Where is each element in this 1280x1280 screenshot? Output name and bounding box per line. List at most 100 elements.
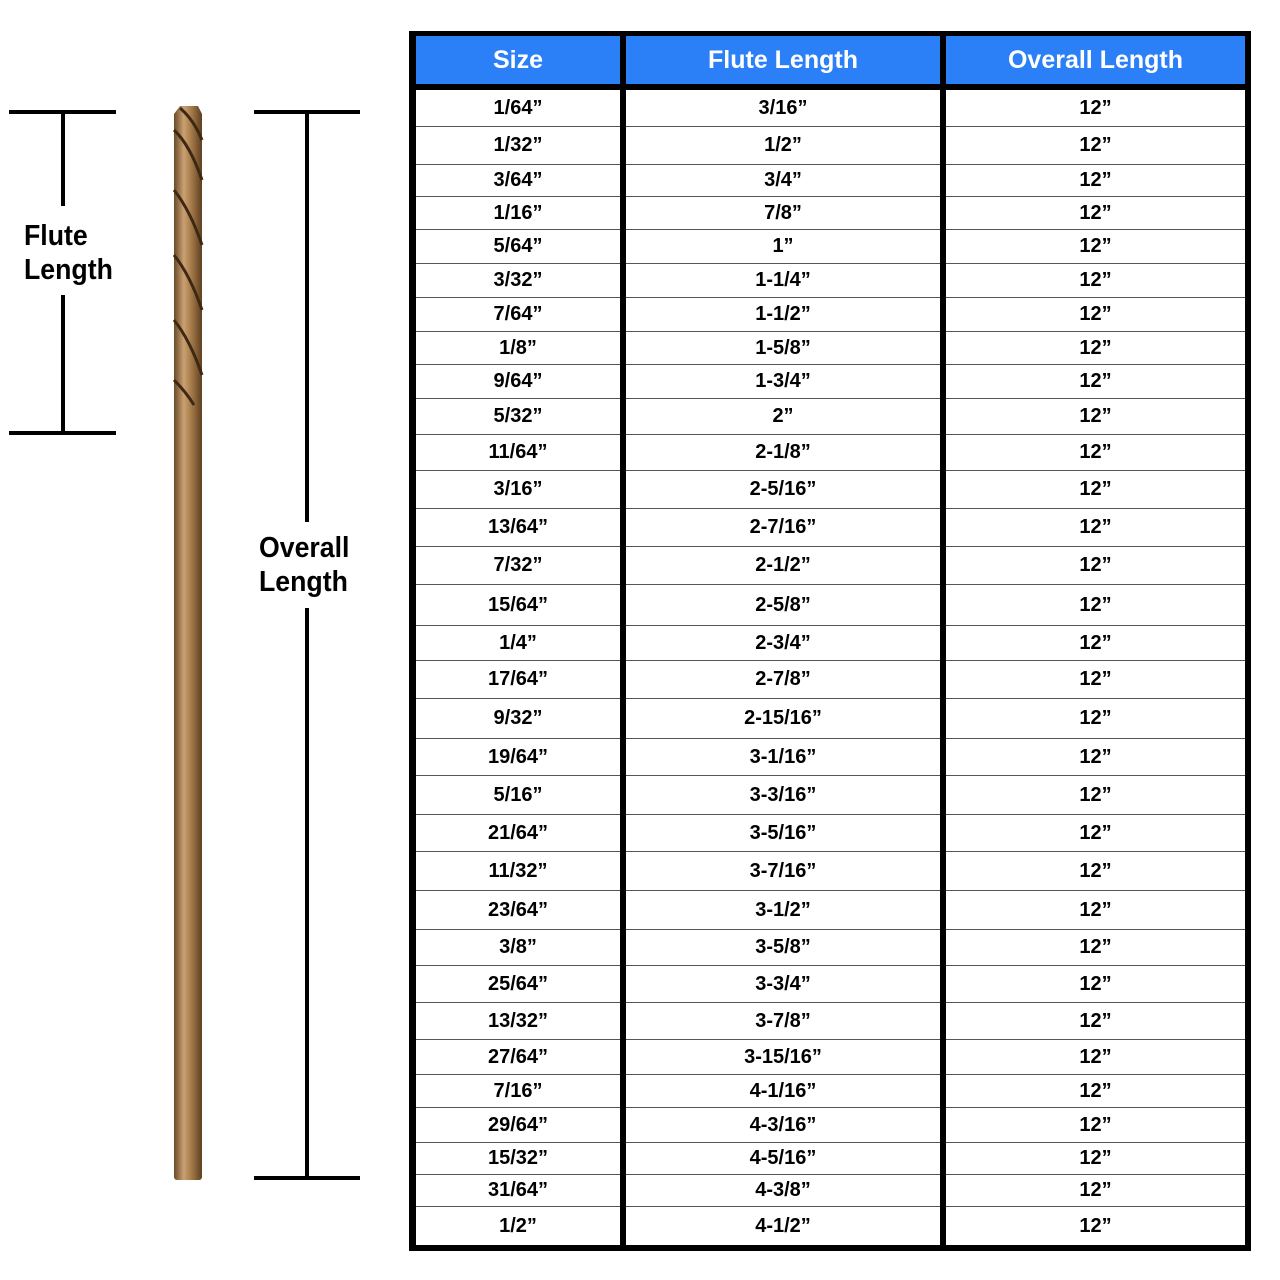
cell-size: 25/64”	[416, 966, 620, 1003]
cell-flute-length: 1-1/4”	[626, 264, 940, 298]
flute-label-line1: Flute	[24, 220, 88, 252]
cell-flute-length: 2-7/8”	[626, 661, 940, 699]
cell-size: 5/64”	[416, 230, 620, 264]
cell-overall-length: 12”	[1079, 1214, 1112, 1237]
cell-overall-length: 12”	[946, 891, 1245, 930]
cell-size: 1/64”	[416, 90, 620, 127]
cell-flute-length: 3/4”	[626, 165, 940, 197]
cell-flute-length: 3-7/8”	[626, 1003, 940, 1040]
cell-size: 1/32”	[416, 127, 620, 165]
cell-flute-length: 3/16”	[626, 90, 940, 127]
cell-overall-length: 12”	[946, 930, 1245, 966]
cell-flute-length: 3-7/16”	[626, 852, 940, 891]
cell-overall-length: 12”	[946, 197, 1245, 230]
cell-flute-length: 4-1/2”	[755, 1214, 811, 1237]
drill-shank	[174, 400, 202, 1180]
overall-dimension-lower-line	[305, 608, 309, 1178]
cell-size: 11/64”	[416, 435, 620, 471]
cell-size: 5/16”	[416, 776, 620, 815]
cell-flute-length: 4-1/16”	[626, 1075, 940, 1108]
cell-overall-length: 12”	[946, 1143, 1245, 1175]
flute-length-label: Flute Length	[24, 219, 113, 287]
cell-overall-length: 12”	[946, 1003, 1245, 1040]
cell-overall-length: 12”	[946, 1175, 1245, 1207]
cell-overall-length: 12”	[946, 264, 1245, 298]
cell-size: 1/8”	[416, 332, 620, 365]
cell-overall-length: 12”	[946, 1075, 1245, 1108]
cell-size: 1/4”	[416, 626, 620, 661]
cell-flute-length: 2-1/8”	[626, 435, 940, 471]
cell-size: 9/64”	[416, 365, 620, 399]
cell-flute-length: 2”	[626, 399, 940, 435]
cell-flute-length: 4-3/16”	[626, 1108, 940, 1143]
cell-size: 17/64”	[416, 661, 620, 699]
cell-flute-length: 2-3/4”	[626, 626, 940, 661]
cell-size: 13/32”	[416, 1003, 620, 1040]
cell-overall-length: 12”	[946, 471, 1245, 509]
cell-flute-length: 1-3/4”	[626, 365, 940, 399]
cell-flute-length: 3-1/16”	[626, 739, 940, 776]
cell-size: 1/16”	[416, 197, 620, 230]
cell-size: 7/32”	[416, 547, 620, 585]
flute-dimension-bottom-line	[9, 431, 116, 435]
cell-size: 7/64”	[416, 298, 620, 332]
overall-dimension-upper-line	[305, 112, 309, 522]
cell-flute-length: 1/2”	[626, 127, 940, 165]
cell-size: 3/8”	[416, 930, 620, 966]
cell-flute-length: 2-7/16”	[626, 509, 940, 547]
cell-overall-length: 12”	[946, 230, 1245, 264]
cell-overall-length: 12”	[946, 298, 1245, 332]
cell-overall-length: 12”	[946, 776, 1245, 815]
overall-dimension-bottom-line	[254, 1176, 360, 1180]
cell-size: 15/64”	[416, 585, 620, 626]
drill-bit-image	[172, 106, 204, 1180]
cell-size: 3/32”	[416, 264, 620, 298]
cell-overall-length: 12”	[946, 547, 1245, 585]
cell-overall-length: 12”	[946, 165, 1245, 197]
cell-flute-length: 2-5/8”	[626, 585, 940, 626]
cell-flute-length: 1-1/2”	[626, 298, 940, 332]
cell-overall-length: 12”	[946, 509, 1245, 547]
overall-label-line2: Length	[259, 566, 348, 598]
cell-flute-length: 4-5/16”	[626, 1143, 940, 1175]
overall-length-label: Overall Length	[259, 531, 349, 599]
cell-flute-length: 3-15/16”	[626, 1040, 940, 1075]
flute-label-line2: Length	[24, 254, 113, 286]
cell-overall-length: 12”	[946, 365, 1245, 399]
cell-overall-length: 12”	[946, 399, 1245, 435]
cell-size: 3/64”	[416, 165, 620, 197]
cell-overall-length: 12”	[946, 852, 1245, 891]
cell-flute-length: 2-5/16”	[626, 471, 940, 509]
cell-flute-length: 1-5/8”	[626, 332, 940, 365]
cell-overall-length: 12”	[946, 699, 1245, 739]
cell-size: 21/64”	[416, 815, 620, 852]
flute-dimension-upper-line	[61, 112, 65, 206]
cell-flute-length: 4-3/8”	[626, 1175, 940, 1207]
cell-size: 31/64”	[416, 1175, 620, 1207]
cell-flute-length: 2-1/2”	[626, 547, 940, 585]
cell-size: 3/16”	[416, 471, 620, 509]
cell-overall-length: 12”	[946, 739, 1245, 776]
cell-size: 19/64”	[416, 739, 620, 776]
cell-overall-length: 12”	[946, 585, 1245, 626]
cell-overall-length: 12”	[946, 435, 1245, 471]
cell-size: 5/32”	[416, 399, 620, 435]
cell-flute-length: 2-15/16”	[626, 699, 940, 739]
cell-size: 15/32”	[416, 1143, 620, 1175]
cell-flute-length: 3-3/4”	[626, 966, 940, 1003]
cell-flute-length: 3-3/16”	[626, 776, 940, 815]
cell-size: 11/32”	[416, 852, 620, 891]
cell-size: 23/64”	[416, 891, 620, 930]
cell-size: 7/16”	[416, 1075, 620, 1108]
cell-size: 13/64”	[416, 509, 620, 547]
header-flute-length: Flute Length	[626, 36, 940, 84]
header-overall-length: Overall Length	[946, 36, 1245, 84]
table-column-bg	[416, 90, 620, 1245]
cell-flute-length: 3-1/2”	[626, 891, 940, 930]
cell-size: 29/64”	[416, 1108, 620, 1143]
cell-overall-length: 12”	[946, 332, 1245, 365]
cell-overall-length: 12”	[946, 815, 1245, 852]
cell-overall-length: 12”	[946, 90, 1245, 127]
table-column-bg	[626, 90, 940, 1245]
flute-grooves	[172, 106, 204, 406]
